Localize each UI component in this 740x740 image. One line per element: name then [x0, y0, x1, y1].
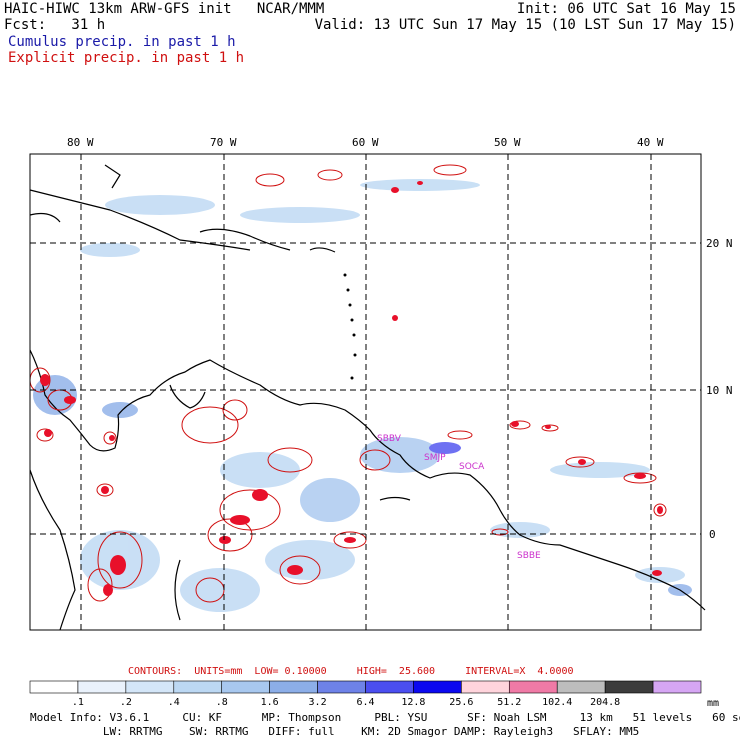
colorbar-label: 1.6: [261, 697, 279, 708]
forecast-hour: Fcst: 31 h: [4, 17, 106, 33]
colorbar-label: .1: [72, 697, 84, 708]
colorbar-swatch: [269, 680, 318, 694]
colorbar-swatch: [365, 680, 414, 694]
coastlines: [29, 164, 706, 631]
map-frame: [29, 153, 702, 631]
colorbar-swatch: [604, 680, 654, 694]
colorbar-swatch: [508, 680, 558, 694]
colorbar-label: 12.8: [401, 697, 425, 708]
lon-label: 80 W: [67, 136, 94, 149]
lon-label: 70 W: [210, 136, 237, 149]
contours-info: CONTOURS: UNITS=mm LOW= 0.10000 HIGH= 25…: [128, 666, 574, 677]
lat-label: 0: [709, 528, 716, 541]
colorbar-label: .8: [216, 697, 228, 708]
station-label: SMJP: [424, 453, 446, 463]
colorbar-label: 3.2: [309, 697, 327, 708]
station-label: SBBV: [377, 434, 402, 444]
lon-label: 40 W: [637, 136, 664, 149]
colorbar-label: .4: [168, 697, 180, 708]
colorbar-swatch: [125, 680, 175, 694]
model-info-line2: LW: RRTMG SW: RRTMG DIFF: full KM: 2D Sm…: [30, 725, 640, 738]
colorbar-swatch: [413, 680, 462, 694]
graticule: [30, 154, 701, 630]
colorbar-swatch: [317, 680, 366, 694]
colorbar-swatch: [461, 680, 510, 694]
island-chain: [343, 273, 357, 380]
colorbar-label: 6.4: [356, 697, 374, 708]
explicit-precip-contours: [29, 164, 667, 603]
colorbar-label: 204.8: [590, 697, 620, 708]
colorbar-swatch: [221, 680, 270, 694]
valid-time: Valid: 13 UTC Sun 17 May 15 (10 LST Sun …: [314, 17, 736, 33]
lat-label: 10 N: [706, 384, 733, 397]
cumulus-precip-areas: [33, 179, 692, 612]
colorbar-swatch: [173, 680, 223, 694]
colorbar-swatch: [29, 680, 79, 694]
colorbar-label: 25.6: [449, 697, 473, 708]
station-label: SBBE: [517, 551, 541, 561]
lon-label: 60 W: [352, 136, 379, 149]
colorbar-label: .2: [120, 697, 132, 708]
station-label: SOCA: [459, 462, 485, 472]
explicit-precip-cores: [40, 181, 663, 596]
colorbar-swatch: [652, 680, 702, 694]
colorbar-label: 102.4: [542, 697, 572, 708]
colorbar: [29, 680, 702, 694]
title-line: HAIC-HIWC 13km ARW-GFS init NCAR/MMM: [4, 1, 325, 17]
cumulus-label: Cumulus precip. in past 1 h: [8, 34, 236, 50]
colorbar-swatch: [77, 680, 127, 694]
model-info-line1: Model Info: V3.6.1 CU: KF MP: Thompson P…: [30, 711, 740, 724]
lon-label: 50 W: [494, 136, 521, 149]
explicit-label: Explicit precip. in past 1 h: [8, 50, 245, 66]
colorbar-unit: mm: [707, 698, 719, 709]
init-time: Init: 06 UTC Sat 16 May 15: [516, 1, 736, 17]
colorbar-label: 51.2: [497, 697, 521, 708]
colorbar-swatch: [556, 680, 606, 694]
lat-label: 20 N: [706, 237, 733, 250]
